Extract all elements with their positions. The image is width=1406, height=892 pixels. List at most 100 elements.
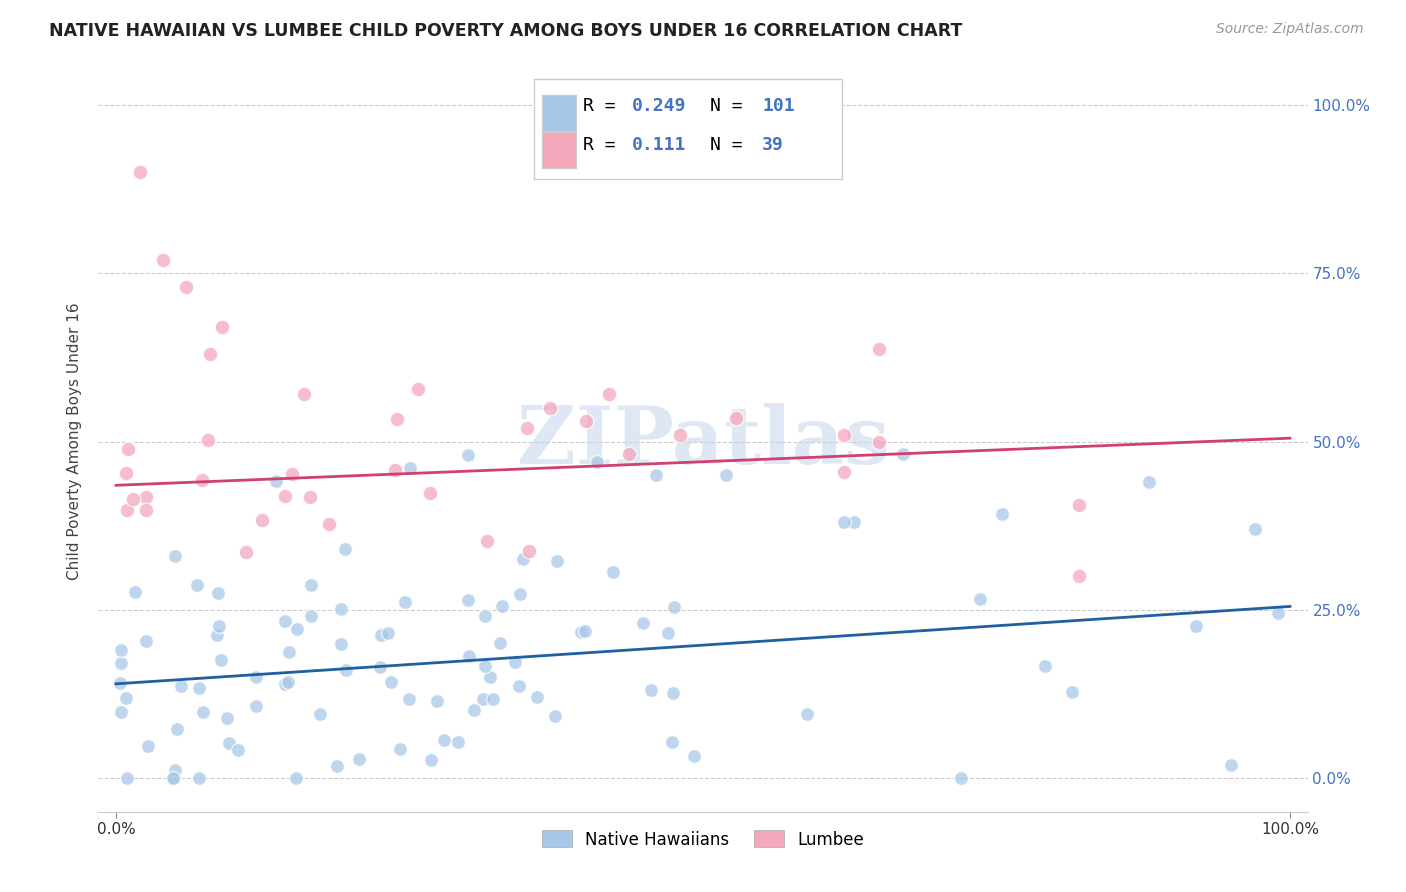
Point: [122, 491, 145, 506]
Point: [211, 320, 233, 334]
Point: [420, 753, 443, 767]
Point: [245, 699, 267, 714]
Point: [193, 705, 215, 719]
Point: [162, 771, 184, 785]
Point: [419, 485, 441, 500]
Point: [489, 636, 512, 650]
Point: [538, 401, 561, 416]
Point: [191, 473, 214, 487]
Point: [398, 461, 420, 475]
Point: [832, 516, 855, 530]
Point: [163, 549, 186, 564]
Point: [503, 655, 526, 669]
Point: [1067, 569, 1090, 583]
Point: [110, 705, 132, 719]
Point: [205, 628, 228, 642]
FancyBboxPatch shape: [543, 95, 576, 130]
Point: [384, 463, 406, 477]
Point: [197, 433, 219, 447]
Point: [299, 490, 322, 504]
Point: [575, 414, 598, 428]
Point: [252, 512, 274, 526]
Point: [209, 652, 232, 666]
Point: [380, 674, 402, 689]
Point: [166, 722, 188, 736]
Point: [546, 554, 568, 568]
Text: 0.111: 0.111: [631, 136, 686, 154]
Point: [1220, 757, 1243, 772]
Text: ZIPatlas: ZIPatlas: [517, 402, 889, 481]
Point: [274, 677, 297, 691]
Point: [406, 382, 429, 396]
Point: [326, 759, 349, 773]
Point: [398, 692, 420, 706]
Point: [1137, 475, 1160, 490]
Point: [602, 566, 624, 580]
Point: [457, 592, 479, 607]
Point: [235, 545, 257, 559]
Point: [329, 637, 352, 651]
Point: [526, 690, 548, 704]
Point: [299, 609, 322, 624]
Point: [108, 676, 131, 690]
Point: [335, 541, 357, 556]
Point: [217, 711, 239, 725]
Point: [292, 387, 315, 401]
Point: [187, 681, 209, 696]
Point: [110, 643, 132, 657]
Point: [474, 659, 496, 673]
Point: [114, 691, 136, 706]
Point: [950, 771, 973, 785]
Text: N =: N =: [710, 136, 754, 154]
Point: [226, 743, 249, 757]
Point: [274, 614, 297, 628]
Point: [377, 625, 399, 640]
Point: [245, 670, 267, 684]
Point: [198, 347, 221, 361]
Text: R =: R =: [583, 136, 648, 154]
Point: [426, 694, 449, 708]
Point: [135, 491, 157, 505]
Point: [285, 771, 308, 785]
Point: [110, 656, 132, 670]
Text: NATIVE HAWAIIAN VS LUMBEE CHILD POVERTY AMONG BOYS UNDER 16 CORRELATION CHART: NATIVE HAWAIIAN VS LUMBEE CHILD POVERTY …: [49, 22, 963, 40]
Point: [544, 709, 567, 723]
Point: [387, 411, 409, 425]
Point: [124, 585, 146, 599]
Point: [1067, 499, 1090, 513]
Point: [586, 455, 609, 469]
Point: [1033, 659, 1056, 673]
Point: [136, 739, 159, 753]
Point: [117, 442, 139, 456]
Text: 39: 39: [762, 136, 785, 154]
Text: R =: R =: [583, 97, 627, 115]
Point: [516, 421, 538, 435]
Point: [115, 467, 138, 481]
Point: [664, 599, 686, 614]
Point: [457, 649, 479, 664]
Point: [1243, 522, 1265, 536]
Point: [893, 447, 915, 461]
Y-axis label: Child Poverty Among Boys Under 16: Child Poverty Among Boys Under 16: [67, 302, 83, 581]
Point: [491, 599, 513, 614]
Point: [170, 679, 193, 693]
Point: [661, 735, 683, 749]
Point: [277, 645, 299, 659]
Text: N =: N =: [710, 97, 754, 115]
Point: [433, 733, 456, 747]
Point: [218, 736, 240, 750]
Point: [868, 342, 890, 356]
Point: [128, 165, 150, 179]
Point: [308, 707, 330, 722]
Point: [394, 595, 416, 609]
Point: [368, 660, 391, 674]
Point: [165, 763, 187, 777]
Point: [457, 448, 479, 462]
Point: [329, 602, 352, 616]
Point: [482, 691, 505, 706]
Point: [517, 544, 540, 558]
Point: [299, 578, 322, 592]
Point: [512, 551, 534, 566]
Point: [574, 624, 596, 639]
Point: [115, 771, 138, 785]
